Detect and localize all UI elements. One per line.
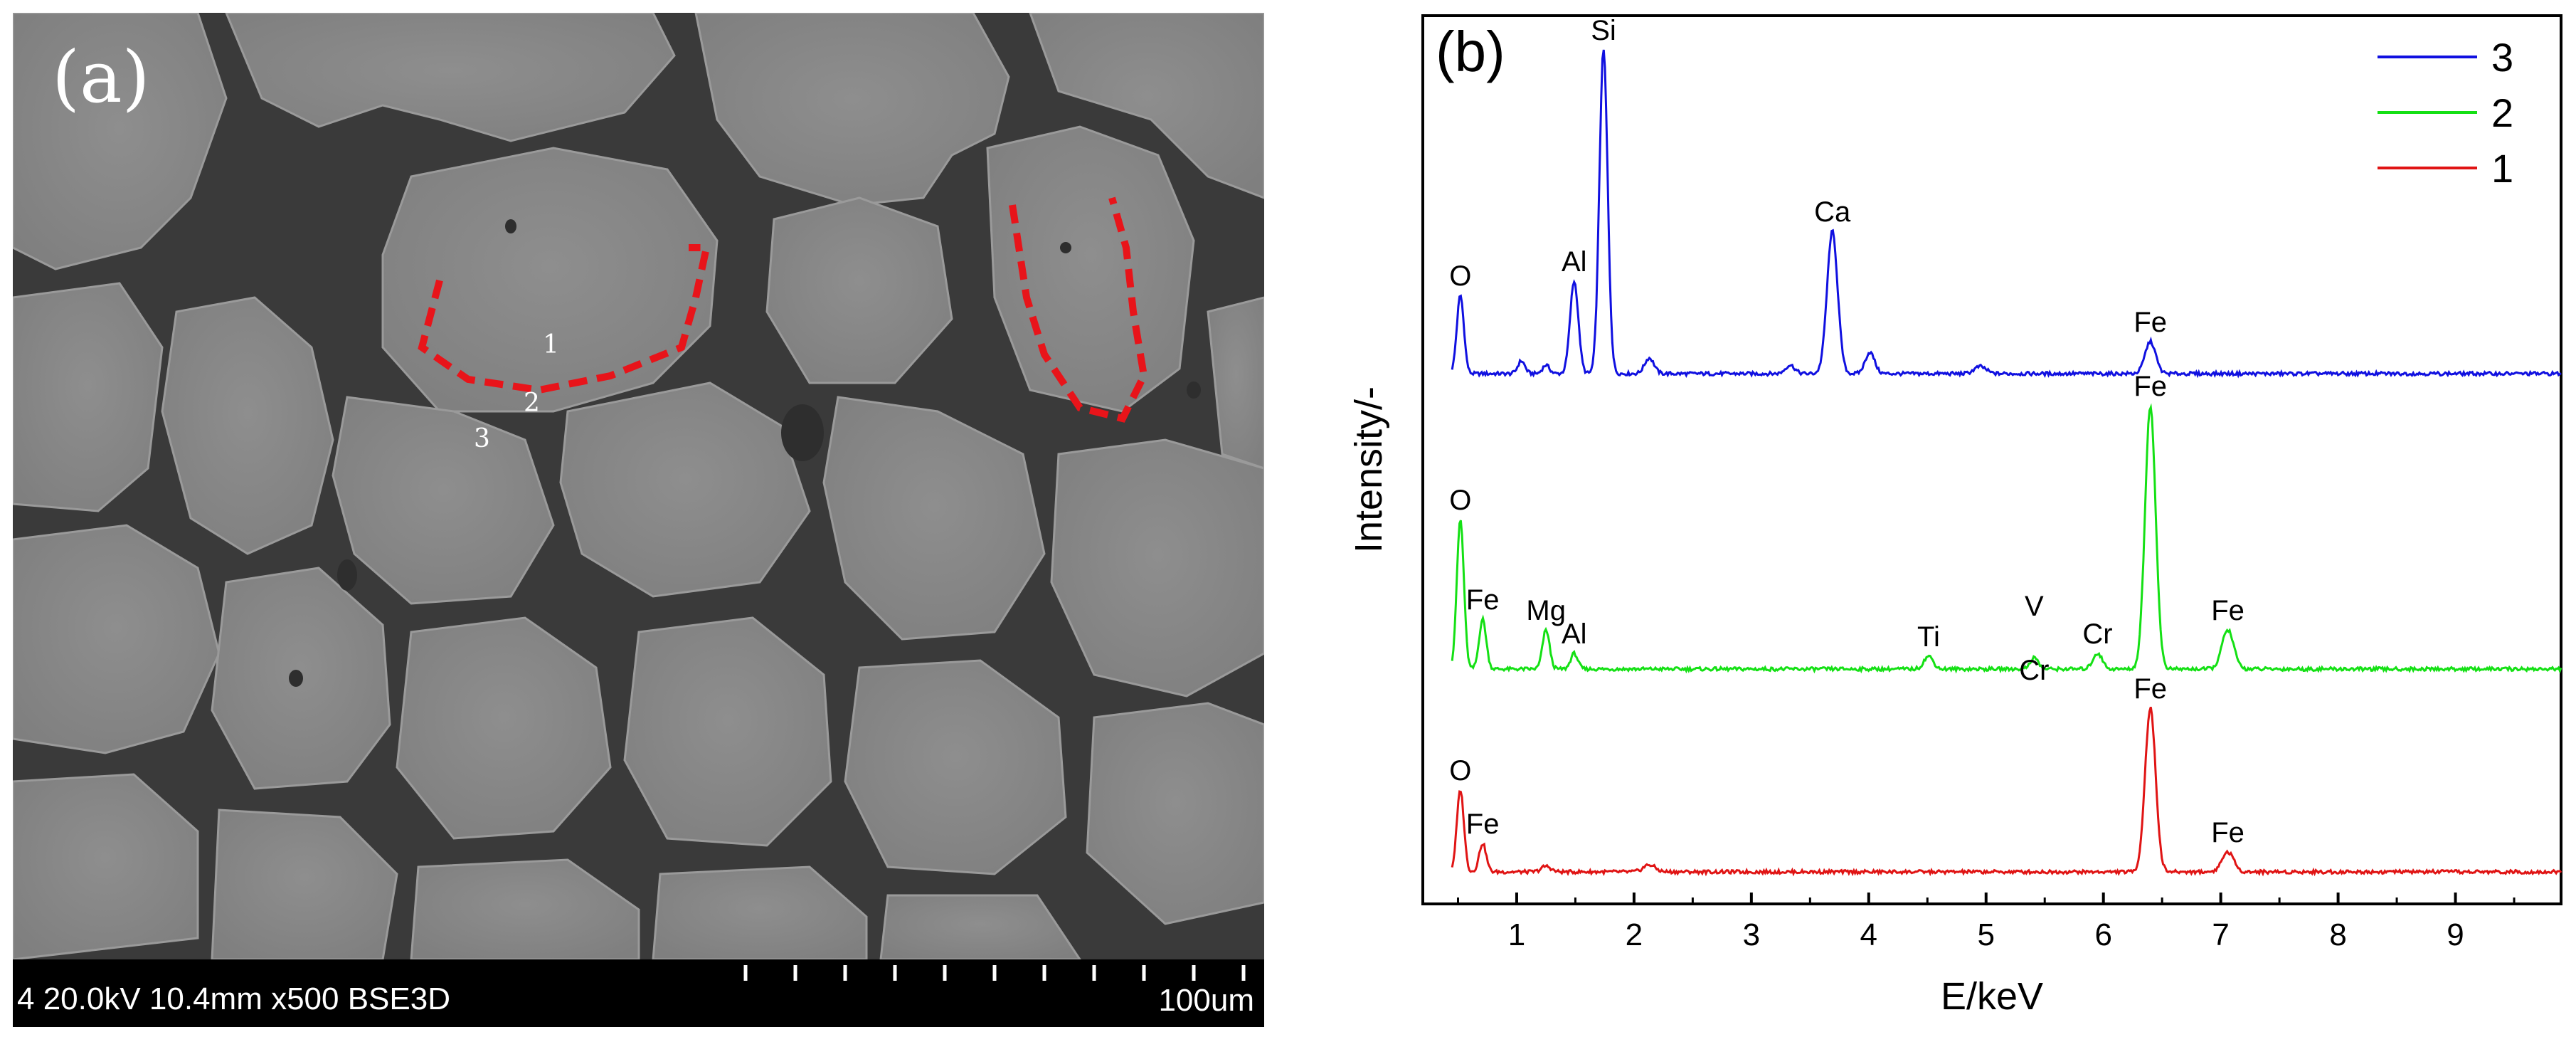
peak-label: Al [1562,618,1587,650]
grain [986,125,1195,413]
grain [13,524,221,754]
grain [13,282,164,512]
grain [623,616,832,847]
peak-label: Fe [2134,371,2167,402]
spectrum-series [1451,49,2562,877]
grain [410,858,640,961]
x-tick-label: 3 [1743,917,1760,952]
grain [396,616,612,840]
peak-label: Fe [2134,307,2167,338]
grain [225,13,676,142]
peak-label: Fe [2211,817,2244,848]
peak-label: Al [1562,246,1587,278]
pore [289,670,303,687]
series-line-3 [1451,49,2562,379]
peak-label: Fe [2211,595,2244,626]
peak-label: Si [1591,15,1616,46]
peak-label: Ca [1814,196,1851,228]
pore [505,219,516,233]
x-tick-label: 7 [2212,917,2229,952]
region-outline-left [418,244,711,394]
series-line-2 [1451,403,2562,674]
x-axis-ticks: 1 2 3 4 5 6 7 8 9 [1456,893,2516,952]
sem-grains [13,13,1264,961]
pore [1187,381,1201,399]
grain [822,396,1046,641]
sem-panel-label: (a) [52,36,150,119]
chart-panel-label: (b) [1436,20,1505,83]
grain [844,659,1067,875]
x-tick-label: 2 [1626,917,1643,952]
grain [1207,296,1264,470]
peak-label: Fe [1466,809,1500,840]
grain [13,13,228,270]
plot-frame [1421,14,2562,905]
scale-label: 100um [1158,983,1254,1018]
peak-label: Fe [1466,584,1500,616]
peak-label: O [1449,260,1471,292]
legend-label-1: 1 [2491,146,2513,191]
grain [211,809,398,961]
pore [1060,242,1071,253]
legend-label-2: 2 [2491,90,2513,135]
peak-label: O [1449,485,1471,516]
pore [337,559,357,591]
peak-label: Ti [1917,621,1940,653]
grain [161,296,334,555]
peak-label: Cr [2019,655,2049,686]
grain [694,13,1010,206]
grain [559,381,811,598]
grain [652,865,868,961]
peak-label: Fe [2134,673,2167,705]
grain [332,396,555,605]
grain [1086,702,1264,925]
sem-info-text: 4 20.0kV 10.4mm x500 BSE3D [17,981,450,1016]
x-tick-label: 9 [2447,917,2464,952]
scale-bar-ticks [743,965,1246,981]
pore [781,404,824,461]
x-axis-label: E/keV [1941,975,2043,1018]
point-label-2: 2 [524,389,540,418]
grain [1029,13,1264,199]
grain [13,773,199,961]
sem-info-bar [13,959,1264,1027]
grain [381,147,719,413]
x-tick-label: 4 [1860,917,1877,952]
point-label-1: 1 [543,330,559,359]
x-tick-label: 8 [2329,917,2346,952]
sem-pores [289,219,1201,687]
region-outline-right [1009,196,1148,423]
x-tick-label: 6 [2094,917,2111,952]
legend: 3 2 1 [2378,35,2513,191]
peak-label: Mg [1526,595,1566,626]
peak-label: Cr [2082,618,2112,650]
series-line-1 [1451,706,2562,877]
peak-label: O [1449,755,1471,786]
x-tick-label: 1 [1508,917,1525,952]
x-tick-label: 5 [1978,917,1995,952]
grain [1050,438,1264,698]
sem-micrograph: 1 2 3 (a) 4 20.0kV 10.4mm x500 BSE3D 100… [13,13,1264,1027]
grain [765,196,953,384]
point-label-3: 3 [474,424,490,453]
peak-label: V [2025,591,2044,622]
y-axis-label: Intensity/- [1347,386,1390,553]
sem-micrograph-panel: 1 2 3 (a) 4 20.0kV 10.4mm x500 BSE3D 100… [13,13,1264,1027]
legend-label-3: 3 [2491,35,2513,80]
